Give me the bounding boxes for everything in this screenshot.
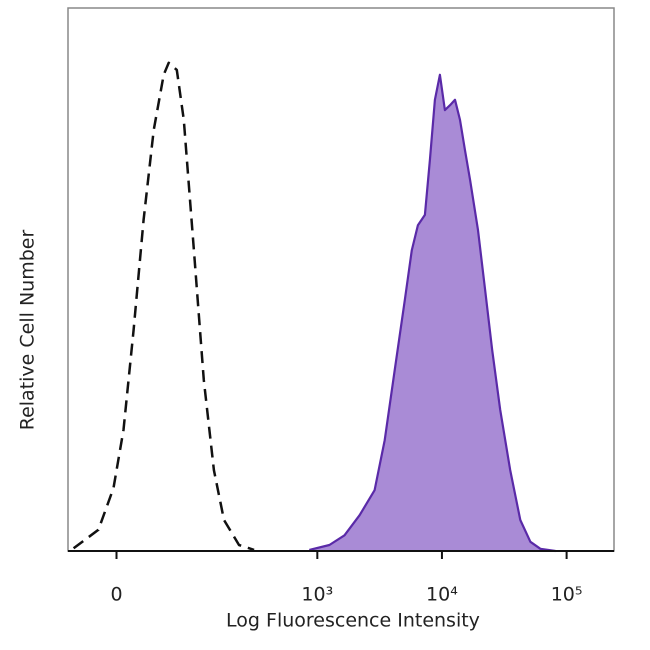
plot-frame xyxy=(67,7,615,552)
y-axis-label: Relative Cell Number xyxy=(17,230,39,431)
histogram-line xyxy=(309,73,556,553)
histogram-line xyxy=(72,61,255,552)
x-tick-label: 10⁵ xyxy=(551,584,583,606)
x-tick-label: 10⁴ xyxy=(426,584,458,606)
x-tick-label: 0 xyxy=(110,584,122,606)
area xyxy=(309,74,556,552)
x-axis-label: Log Fluorescence Intensity xyxy=(226,610,480,632)
x-tick-label: 10³ xyxy=(301,584,333,606)
